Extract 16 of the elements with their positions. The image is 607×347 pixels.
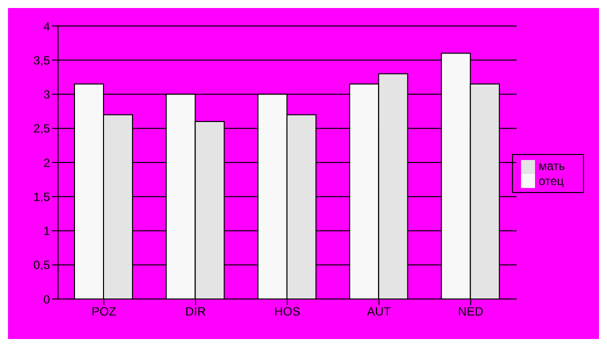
legend-label: отец (538, 174, 564, 188)
y-tick-label: 0 (43, 292, 50, 306)
y-tick-label: 4 (43, 19, 50, 34)
legend-label: мать (538, 158, 565, 173)
y-tick-label: 3,5 (33, 53, 50, 68)
y-tick-label: 0,5 (33, 258, 50, 272)
x-tick-label: NED (458, 304, 484, 319)
y-tick-label: 1,5 (33, 190, 50, 204)
x-tick-label: HOS (274, 304, 300, 319)
y-tick-label: 2 (43, 156, 50, 170)
x-tick-label: AUT (367, 304, 392, 319)
x-tick-label: POZ (92, 304, 116, 319)
y-tick-label: 2,5 (33, 122, 50, 136)
y-tick-label: 1 (43, 224, 50, 238)
y-tick-label: 3 (43, 88, 50, 102)
x-tick-label: DIR (185, 304, 206, 319)
